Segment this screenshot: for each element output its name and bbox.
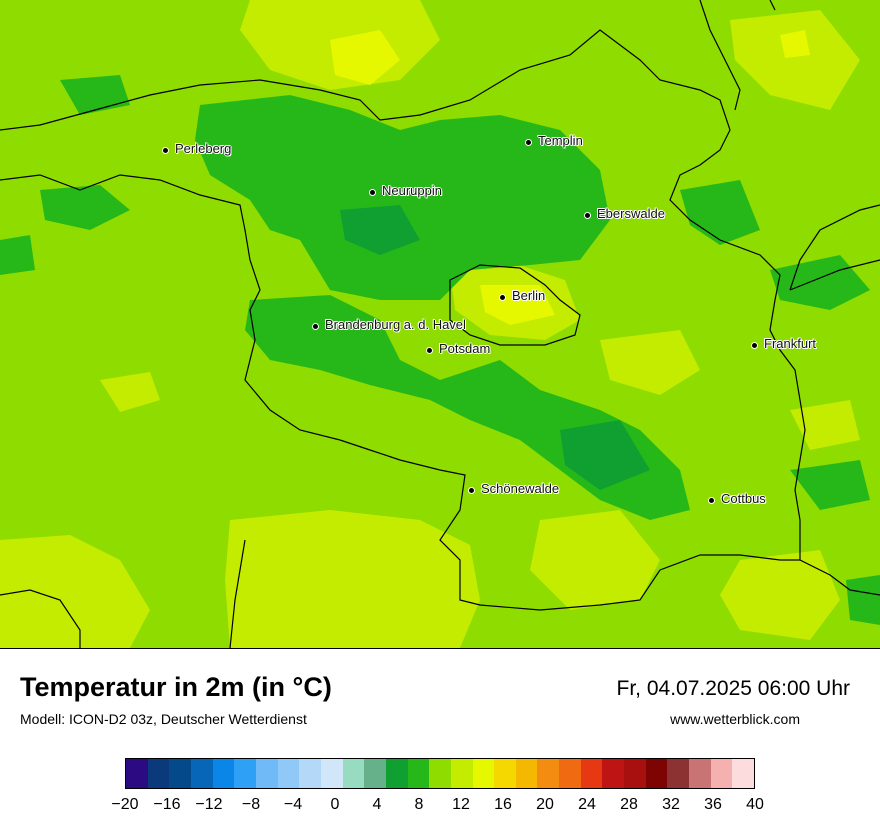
colorbar-segment: [212, 759, 235, 788]
colorbar-segment: [732, 759, 755, 788]
border-lines: [0, 0, 880, 648]
city-label: Schönewalde: [481, 481, 560, 496]
colorbar-tick-label: 20: [536, 796, 554, 813]
colorbar-tick-label: 4: [372, 796, 382, 813]
city-label: Frankfurt: [764, 336, 817, 351]
city-marker[interactable]: [583, 211, 591, 219]
city-marker[interactable]: [161, 146, 169, 154]
city-marker[interactable]: [311, 322, 319, 330]
colorbar-tick-label: −12: [195, 796, 223, 813]
colorbar-segment: [364, 759, 386, 788]
colorbar-ticks: −20 −16 −12 −8 −4 0 4 8 12 16 20 24 28 32 36 40: [111, 796, 763, 820]
colorbar-tick-label: 32: [662, 796, 680, 813]
city-marker[interactable]: [425, 346, 433, 354]
colorbar-segment: [580, 759, 603, 788]
city-label: Berlin: [512, 288, 546, 303]
colorbar-tick-label: 28: [620, 796, 638, 813]
city-label: Neuruppin: [382, 183, 442, 198]
colorbar-segment: [710, 759, 733, 788]
city-label: Brandenburg a. d. Havel: [325, 317, 466, 332]
colorbar-tick-label: 8: [414, 796, 424, 813]
colorbar-segment: [559, 759, 581, 788]
colorbar-tick-label: −4: [283, 796, 303, 813]
colorbar-tick-label: 40: [746, 796, 764, 813]
colorbar-segment: [255, 759, 278, 788]
colorbar-segment: [234, 759, 256, 788]
city-marker[interactable]: [467, 486, 475, 494]
city-marker[interactable]: [498, 293, 506, 301]
colorbar-segment: [385, 759, 408, 788]
model-source: Modell: ICON-D2 03z, Deutscher Wetterdie…: [20, 711, 307, 727]
city-label: Perleberg: [175, 141, 232, 156]
city-label: Eberswalde: [597, 206, 665, 221]
colorbar-segment: [624, 759, 646, 788]
colorbar-segment: [126, 759, 148, 788]
city-label: Cottbus: [721, 491, 766, 506]
field-14c-areas: [0, 0, 860, 648]
colorbar-segment: [515, 759, 538, 788]
map-field: [0, 0, 880, 648]
city-label: Templin: [538, 133, 583, 148]
website-link[interactable]: www.wetterblick.com: [670, 711, 800, 727]
colorbar-tick-label: 0: [330, 796, 340, 813]
colorbar-segment: [277, 759, 300, 788]
colorbar-segment: [299, 759, 321, 788]
colorbar-segment: [407, 759, 430, 788]
temperature-map[interactable]: Perleberg Templin Neuruppin Eberswalde Berli…: [0, 0, 880, 649]
colorbar-segment: [450, 759, 473, 788]
colorbar-tick-label: −20: [111, 796, 139, 813]
colorbar-segment: [689, 759, 711, 788]
colorbar-tick-label: 12: [452, 796, 470, 813]
city-marker[interactable]: [707, 496, 715, 504]
colorbar-segment: [537, 759, 560, 788]
city-label: Potsdam: [439, 341, 491, 356]
map-title: Temperatur in 2m (in °C): [20, 672, 332, 702]
colorbar-segment: [494, 759, 516, 788]
colorbar-segment: [342, 759, 365, 788]
temperature-colorbar: [125, 758, 755, 789]
colorbar-segment: [147, 759, 170, 788]
city-marker[interactable]: [524, 138, 532, 146]
colorbar-segment: [667, 759, 690, 788]
forecast-datetime: Fr, 04.07.2025 06:00 Uhr: [616, 677, 851, 700]
colorbar-segment: [602, 759, 625, 788]
colorbar-tick-label: 24: [578, 796, 596, 813]
colorbar-segment: [472, 759, 495, 788]
colorbar-segment: [320, 759, 343, 788]
colorbar-segment: [645, 759, 668, 788]
field-10c-areas: [0, 75, 880, 625]
colorbar-tick-label: −8: [241, 796, 261, 813]
colorbar-segment: [429, 759, 451, 788]
city-marker[interactable]: [750, 341, 758, 349]
colorbar-segment: [169, 759, 191, 788]
colorbar-tick-label: 16: [494, 796, 512, 813]
city-marker[interactable]: [368, 188, 376, 196]
colorbar-tick-label: −16: [153, 796, 181, 813]
colorbar-tick-label: 36: [704, 796, 722, 813]
colorbar-segment: [190, 759, 213, 788]
